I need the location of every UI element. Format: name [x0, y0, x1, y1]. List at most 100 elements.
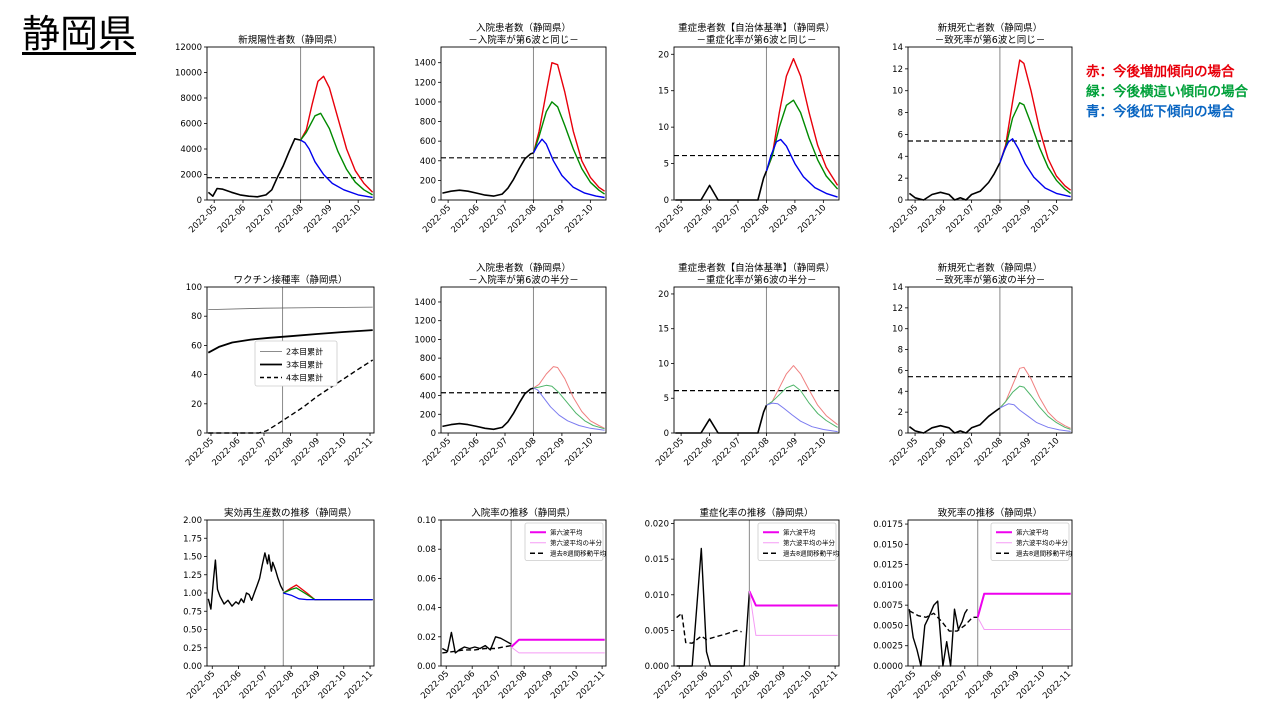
- chart-subtitle: －重症化率が第6波の半分－: [696, 274, 816, 286]
- y-tick-label: 15: [658, 325, 669, 335]
- chart-panel-3: 重症患者数【自治体基準】（静岡県）－重症化率が第6波と同じ－ 0 5 10 15 20 20…: [654, 22, 840, 235]
- y-tick-label: 4: [898, 152, 903, 162]
- y-tick-label: 2.00: [183, 516, 202, 526]
- y-tick-label: 0.25: [183, 644, 202, 654]
- series-line-observed: [676, 547, 751, 667]
- plot-frame: [440, 46, 607, 201]
- y-tick-label: 0.0000: [873, 662, 903, 672]
- series-line-decrease: [766, 402, 838, 433]
- legend-label: 第六波平均の半分: [550, 538, 603, 547]
- chart-title: 致死率の推移（静岡県）: [938, 507, 1043, 519]
- chart-panel-11: 重症化率の推移（静岡県） 0.000 0.005 0.010 0.015 0.020 202…: [645, 507, 841, 701]
- x-tick-label: 2022-08: [274, 203, 306, 235]
- chart-title: 重症化率の推移（静岡県）: [699, 507, 813, 519]
- y-tick-label: 400: [420, 392, 436, 402]
- series-line-flat: [766, 384, 838, 428]
- y-tick-label: 10: [658, 359, 669, 369]
- series-line-moving_avg: [676, 612, 742, 644]
- x-tick-label: 2022-08: [739, 436, 771, 468]
- chart-title: 重症患者数【自治体基準】（静岡県）: [678, 262, 835, 274]
- y-tick-label: 4000: [180, 145, 202, 155]
- y-tick-label: 20: [191, 400, 202, 410]
- y-tick-label: 0.0050: [873, 621, 903, 631]
- y-tick-label: 0.00: [417, 662, 436, 672]
- y-tick-label: 0: [197, 196, 202, 206]
- x-tick-label: 2022-06: [682, 203, 714, 235]
- x-tick-label: 2022-10: [563, 203, 595, 235]
- x-tick-label: 2022-10: [796, 436, 828, 468]
- chart-panel-5: ワクチン接種率（静岡県）0204060801002022-052022-0620…: [184, 274, 375, 468]
- series-line-wave6_half: [510, 646, 605, 654]
- x-tick-label: 2022-10: [563, 436, 595, 468]
- series-line-observed: [908, 162, 1001, 201]
- legend-label: 4本目累計: [286, 372, 323, 382]
- x-tick-label: 2022-11: [343, 669, 375, 701]
- series-line-moving_avg: [442, 644, 512, 654]
- y-tick-label: 20: [658, 290, 669, 300]
- y-tick-label: 40: [191, 371, 202, 381]
- x-tick-label: 2022-05: [187, 203, 219, 235]
- legend-increase-note: 赤：今後増加傾向の場合: [1086, 64, 1235, 80]
- series-line-decrease: [283, 592, 373, 601]
- chart-subtitle: －致死率が第6波の半分－: [935, 274, 1046, 286]
- y-tick-label: 200: [420, 410, 436, 420]
- y-tick-label: 1.75: [183, 534, 202, 544]
- chart-title: 新規陽性者数（静岡県）: [238, 34, 343, 46]
- plot-frame: [907, 519, 1073, 667]
- y-tick-label: 1.25: [183, 571, 202, 581]
- x-tick-label: 2022-07: [245, 203, 277, 235]
- x-tick-label: 2022-05: [421, 436, 453, 468]
- y-tick-label: 0: [431, 196, 436, 206]
- x-tick-label: 2022-07: [711, 203, 743, 235]
- y-tick-label: 0.02: [417, 633, 436, 643]
- series-line-observed: [675, 170, 768, 201]
- x-tick-label: 2022-07: [945, 436, 977, 468]
- chart-panel-10: 入院率の推移（静岡県） 0.00 0.02 0.04 0.06 0.08 0.10 2022-…: [417, 507, 607, 701]
- y-tick-label: 0: [197, 429, 202, 439]
- y-tick-label: 0.020: [645, 520, 669, 530]
- chart-title: 新規死亡者数（静岡県）: [938, 262, 1043, 274]
- x-tick-label: 2022-05: [888, 436, 920, 468]
- series-line-observed: [207, 138, 301, 198]
- y-tick-label: 0: [664, 196, 669, 206]
- series-line-observed: [908, 600, 968, 667]
- series-line-observed: [908, 407, 1001, 434]
- y-tick-label: 0: [664, 429, 669, 439]
- x-tick-label: 2022-08: [506, 436, 538, 468]
- x-tick-label: 2022-09: [1001, 203, 1033, 235]
- chart-panel-4: 新規死亡者数（静岡県）－致死率が第6波と同じ－ 0 2 4 6 8 10 12 14 2022-0…: [888, 22, 1073, 235]
- series-line-observed: [675, 404, 768, 434]
- x-tick-label: 2022-10: [331, 203, 363, 235]
- y-tick-label: 0.0175: [873, 520, 903, 530]
- y-tick-label: 14: [892, 283, 903, 293]
- y-tick-label: 12: [892, 304, 903, 314]
- y-tick-label: 10000: [175, 69, 202, 79]
- x-tick-label: 2022-11: [343, 436, 375, 468]
- legend-label: 過去8週間移動平均: [1016, 549, 1073, 558]
- legend-label: 第六波平均の半分: [1016, 538, 1069, 547]
- legend-label: 3本目累計: [286, 359, 323, 369]
- x-tick-label: 2022-09: [768, 203, 800, 235]
- plot-frame: [206, 286, 375, 434]
- y-tick-label: 1400: [414, 59, 436, 69]
- plot-frame: [673, 286, 840, 434]
- plot-frame: [673, 519, 840, 667]
- chart-subtitle: －入院率が第6波の半分－: [468, 274, 579, 286]
- chart-subtitle: －重症化率が第6波と同じ－: [696, 34, 816, 46]
- series-line-increase: [765, 58, 839, 186]
- y-tick-label: 200: [420, 176, 436, 186]
- y-tick-label: 10: [658, 123, 669, 133]
- series-line-observed: [441, 631, 512, 654]
- y-tick-label: 10: [892, 87, 903, 97]
- y-tick-label: 0.06: [417, 574, 436, 584]
- series-line-decrease: [532, 138, 605, 199]
- x-tick-label: 2022-07: [478, 436, 510, 468]
- y-tick-label: 0: [431, 429, 436, 439]
- series-line-flat: [300, 112, 373, 196]
- y-tick-label: 8000: [180, 94, 202, 104]
- chart-title: ワクチン接種率（静岡県）: [233, 274, 347, 286]
- y-tick-label: 0.00: [183, 662, 202, 672]
- x-tick-label: 2022-09: [535, 436, 567, 468]
- y-tick-label: 6000: [180, 120, 202, 130]
